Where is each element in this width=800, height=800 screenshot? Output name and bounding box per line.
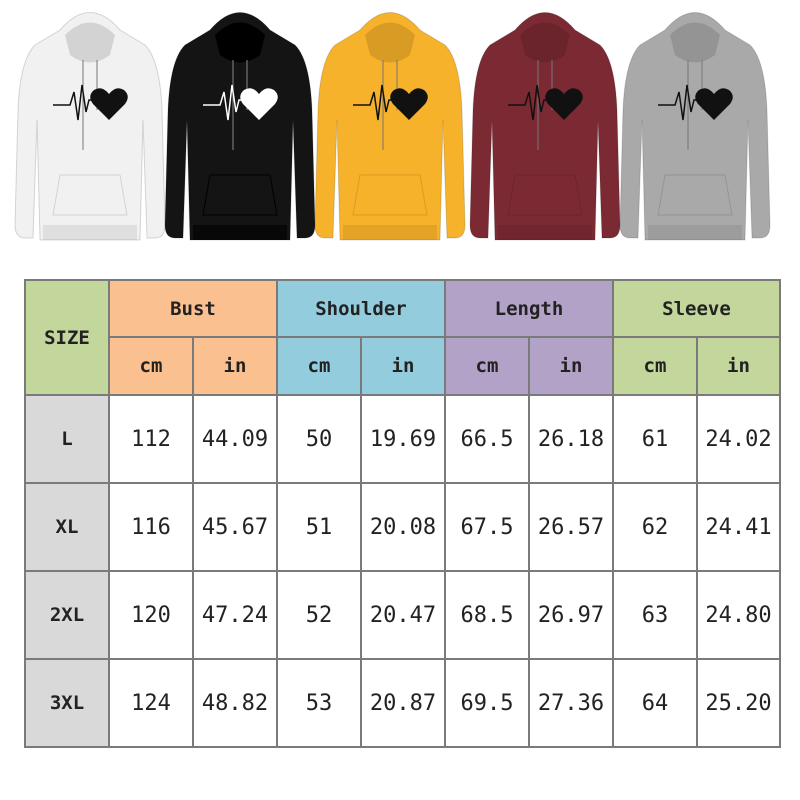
group-header-shoulder: Shoulder xyxy=(276,279,446,338)
measurement-cell: 69.5 xyxy=(444,658,530,748)
measurement-cell: 26.57 xyxy=(528,482,614,572)
measurement-cell: 67.5 xyxy=(444,482,530,572)
measurement-cell: 112 xyxy=(108,394,194,484)
measurement-cell: 19.69 xyxy=(360,394,446,484)
measurement-cell: 64 xyxy=(612,658,698,748)
measurement-cell: 20.08 xyxy=(360,482,446,572)
group-header-length: Length xyxy=(444,279,614,338)
measurement-cell: 24.41 xyxy=(696,482,781,572)
measurement-cell: 116 xyxy=(108,482,194,572)
unit-header-sleeve-in: in xyxy=(696,336,781,396)
size-label: L xyxy=(24,394,110,484)
measurement-cell: 120 xyxy=(108,570,194,660)
unit-header-length-cm: cm xyxy=(444,336,530,396)
table-row: L 112 44.09 50 19.69 66.5 26.18 61 24.02 xyxy=(24,394,781,484)
unit-header-shoulder-in: in xyxy=(360,336,446,396)
measurement-cell: 24.02 xyxy=(696,394,781,484)
measurement-cell: 25.20 xyxy=(696,658,781,748)
unit-header-bust-cm: cm xyxy=(108,336,194,396)
table-row: 3XL 124 48.82 53 20.87 69.5 27.36 64 25.20 xyxy=(24,658,781,748)
heart-print-icon xyxy=(390,88,428,120)
measurement-cell: 68.5 xyxy=(444,570,530,660)
unit-header-shoulder-cm: cm xyxy=(276,336,362,396)
hoodie-white xyxy=(14,12,166,241)
measurement-cell: 24.80 xyxy=(696,570,781,660)
heart-print-icon xyxy=(240,88,278,120)
measurement-cell: 20.87 xyxy=(360,658,446,748)
measurement-cell: 51 xyxy=(276,482,362,572)
measurement-cell: 20.47 xyxy=(360,570,446,660)
measurement-cell: 124 xyxy=(108,658,194,748)
hoodie-color-variants xyxy=(14,12,771,241)
measurement-cell: 50 xyxy=(276,394,362,484)
hoodie-gray xyxy=(619,12,771,241)
measurement-cell: 62 xyxy=(612,482,698,572)
size-chart-table: SIZE Bust Shoulder Length Sleeve cm in cm in cm in… xyxy=(24,279,781,748)
measurement-cell: 26.18 xyxy=(528,394,614,484)
measurement-cell: 61 xyxy=(612,394,698,484)
heart-print-icon xyxy=(90,88,128,120)
size-label: XL xyxy=(24,482,110,572)
heart-print-icon xyxy=(545,88,583,120)
size-header: SIZE xyxy=(24,279,110,396)
measurement-cell: 44.09 xyxy=(192,394,278,484)
unit-header-length-in: in xyxy=(528,336,614,396)
measurement-cell: 53 xyxy=(276,658,362,748)
hoodie-black xyxy=(164,12,316,241)
measurement-cell: 66.5 xyxy=(444,394,530,484)
measurement-cell: 47.24 xyxy=(192,570,278,660)
hoodie-wine-red xyxy=(469,12,621,241)
group-header-sleeve: Sleeve xyxy=(612,279,781,338)
hoodie-yellow xyxy=(314,12,466,241)
group-header-bust: Bust xyxy=(108,279,278,338)
measurement-cell: 26.97 xyxy=(528,570,614,660)
size-label: 3XL xyxy=(24,658,110,748)
measurement-cell: 27.36 xyxy=(528,658,614,748)
table-row: XL 116 45.67 51 20.08 67.5 26.57 62 24.41 xyxy=(24,482,781,572)
unit-header-sleeve-cm: cm xyxy=(612,336,698,396)
measurement-cell: 45.67 xyxy=(192,482,278,572)
heart-print-icon xyxy=(695,88,733,120)
measurement-cell: 63 xyxy=(612,570,698,660)
table-row: 2XL 120 47.24 52 20.47 68.5 26.97 63 24.80 xyxy=(24,570,781,660)
size-label: 2XL xyxy=(24,570,110,660)
measurement-cell: 52 xyxy=(276,570,362,660)
measurement-cell: 48.82 xyxy=(192,658,278,748)
unit-header-bust-in: in xyxy=(192,336,278,396)
